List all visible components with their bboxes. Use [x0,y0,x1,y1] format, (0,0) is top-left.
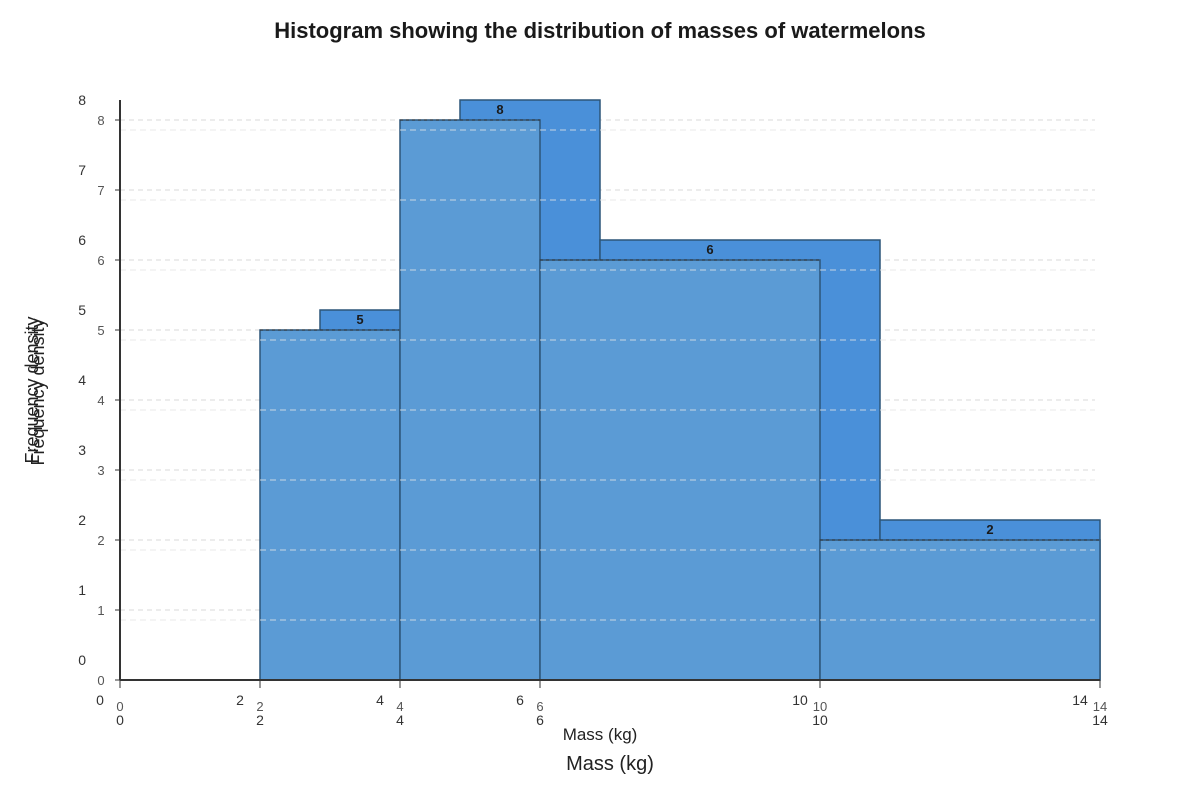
x-tick-label: 10 [792,692,808,708]
x-tick-label: 0 [96,692,104,708]
x-tick-label: 4 [396,699,403,714]
x-tick-label: 14 [1092,712,1108,728]
x-tick-label: 2 [256,699,263,714]
y-axis-label: Frequency density [28,318,48,465]
y-tick-label: 0 [97,673,104,688]
chart-title: Histogram showing the distribution of ma… [274,18,926,43]
y-tick-label: 3 [97,463,104,478]
y-tick-label: 5 [97,323,104,338]
y-tick-label: 7 [78,162,86,178]
y-tick-label: 6 [97,253,104,268]
bar-value-label: 5 [356,312,363,327]
x-tick-label: 0 [116,699,123,714]
y-tick-label: 4 [78,372,86,388]
x-tick-label: 6 [536,712,544,728]
y-tick-label: 6 [78,232,86,248]
y-tick-label: 1 [78,582,86,598]
y-tick-label: 0 [78,652,86,668]
y-tick-label: 1 [97,603,104,618]
x-tick-label: 2 [256,712,264,728]
y-tick-label: 3 [78,442,86,458]
x-tick-label: 6 [536,699,543,714]
y-tick-label: 2 [97,533,104,548]
histogram-bar [399,119,541,681]
histogram-bar [539,259,821,681]
x-tick-label: 10 [813,699,827,714]
x-tick-label: 14 [1093,699,1107,714]
histogram-bar [259,329,401,681]
x-axis-label: Mass (kg) [566,753,654,775]
x-tick-label: 6 [516,692,524,708]
x-tick-label: 4 [396,712,404,728]
y-tick-label: 7 [97,183,104,198]
x-tick-label: 0 [116,712,124,728]
x-axis-label: Mass (kg) [563,725,638,744]
x-tick-label: 10 [812,712,828,728]
x-tick-label: 4 [376,692,384,708]
x-tick-label: 2 [236,692,244,708]
y-tick-label: 8 [78,92,86,108]
y-tick-label: 5 [78,302,86,318]
y-axis-label: Frequency density [22,316,42,463]
bar-value-label: 8 [496,102,503,117]
bar-value-label: 6 [706,242,713,257]
y-tick-label: 2 [78,512,86,528]
bar-value-label: 2 [986,522,993,537]
x-tick-label: 14 [1072,692,1088,708]
y-tick-label: 4 [97,393,104,408]
histogram-bar [819,539,1101,681]
y-tick-label: 8 [97,113,104,128]
